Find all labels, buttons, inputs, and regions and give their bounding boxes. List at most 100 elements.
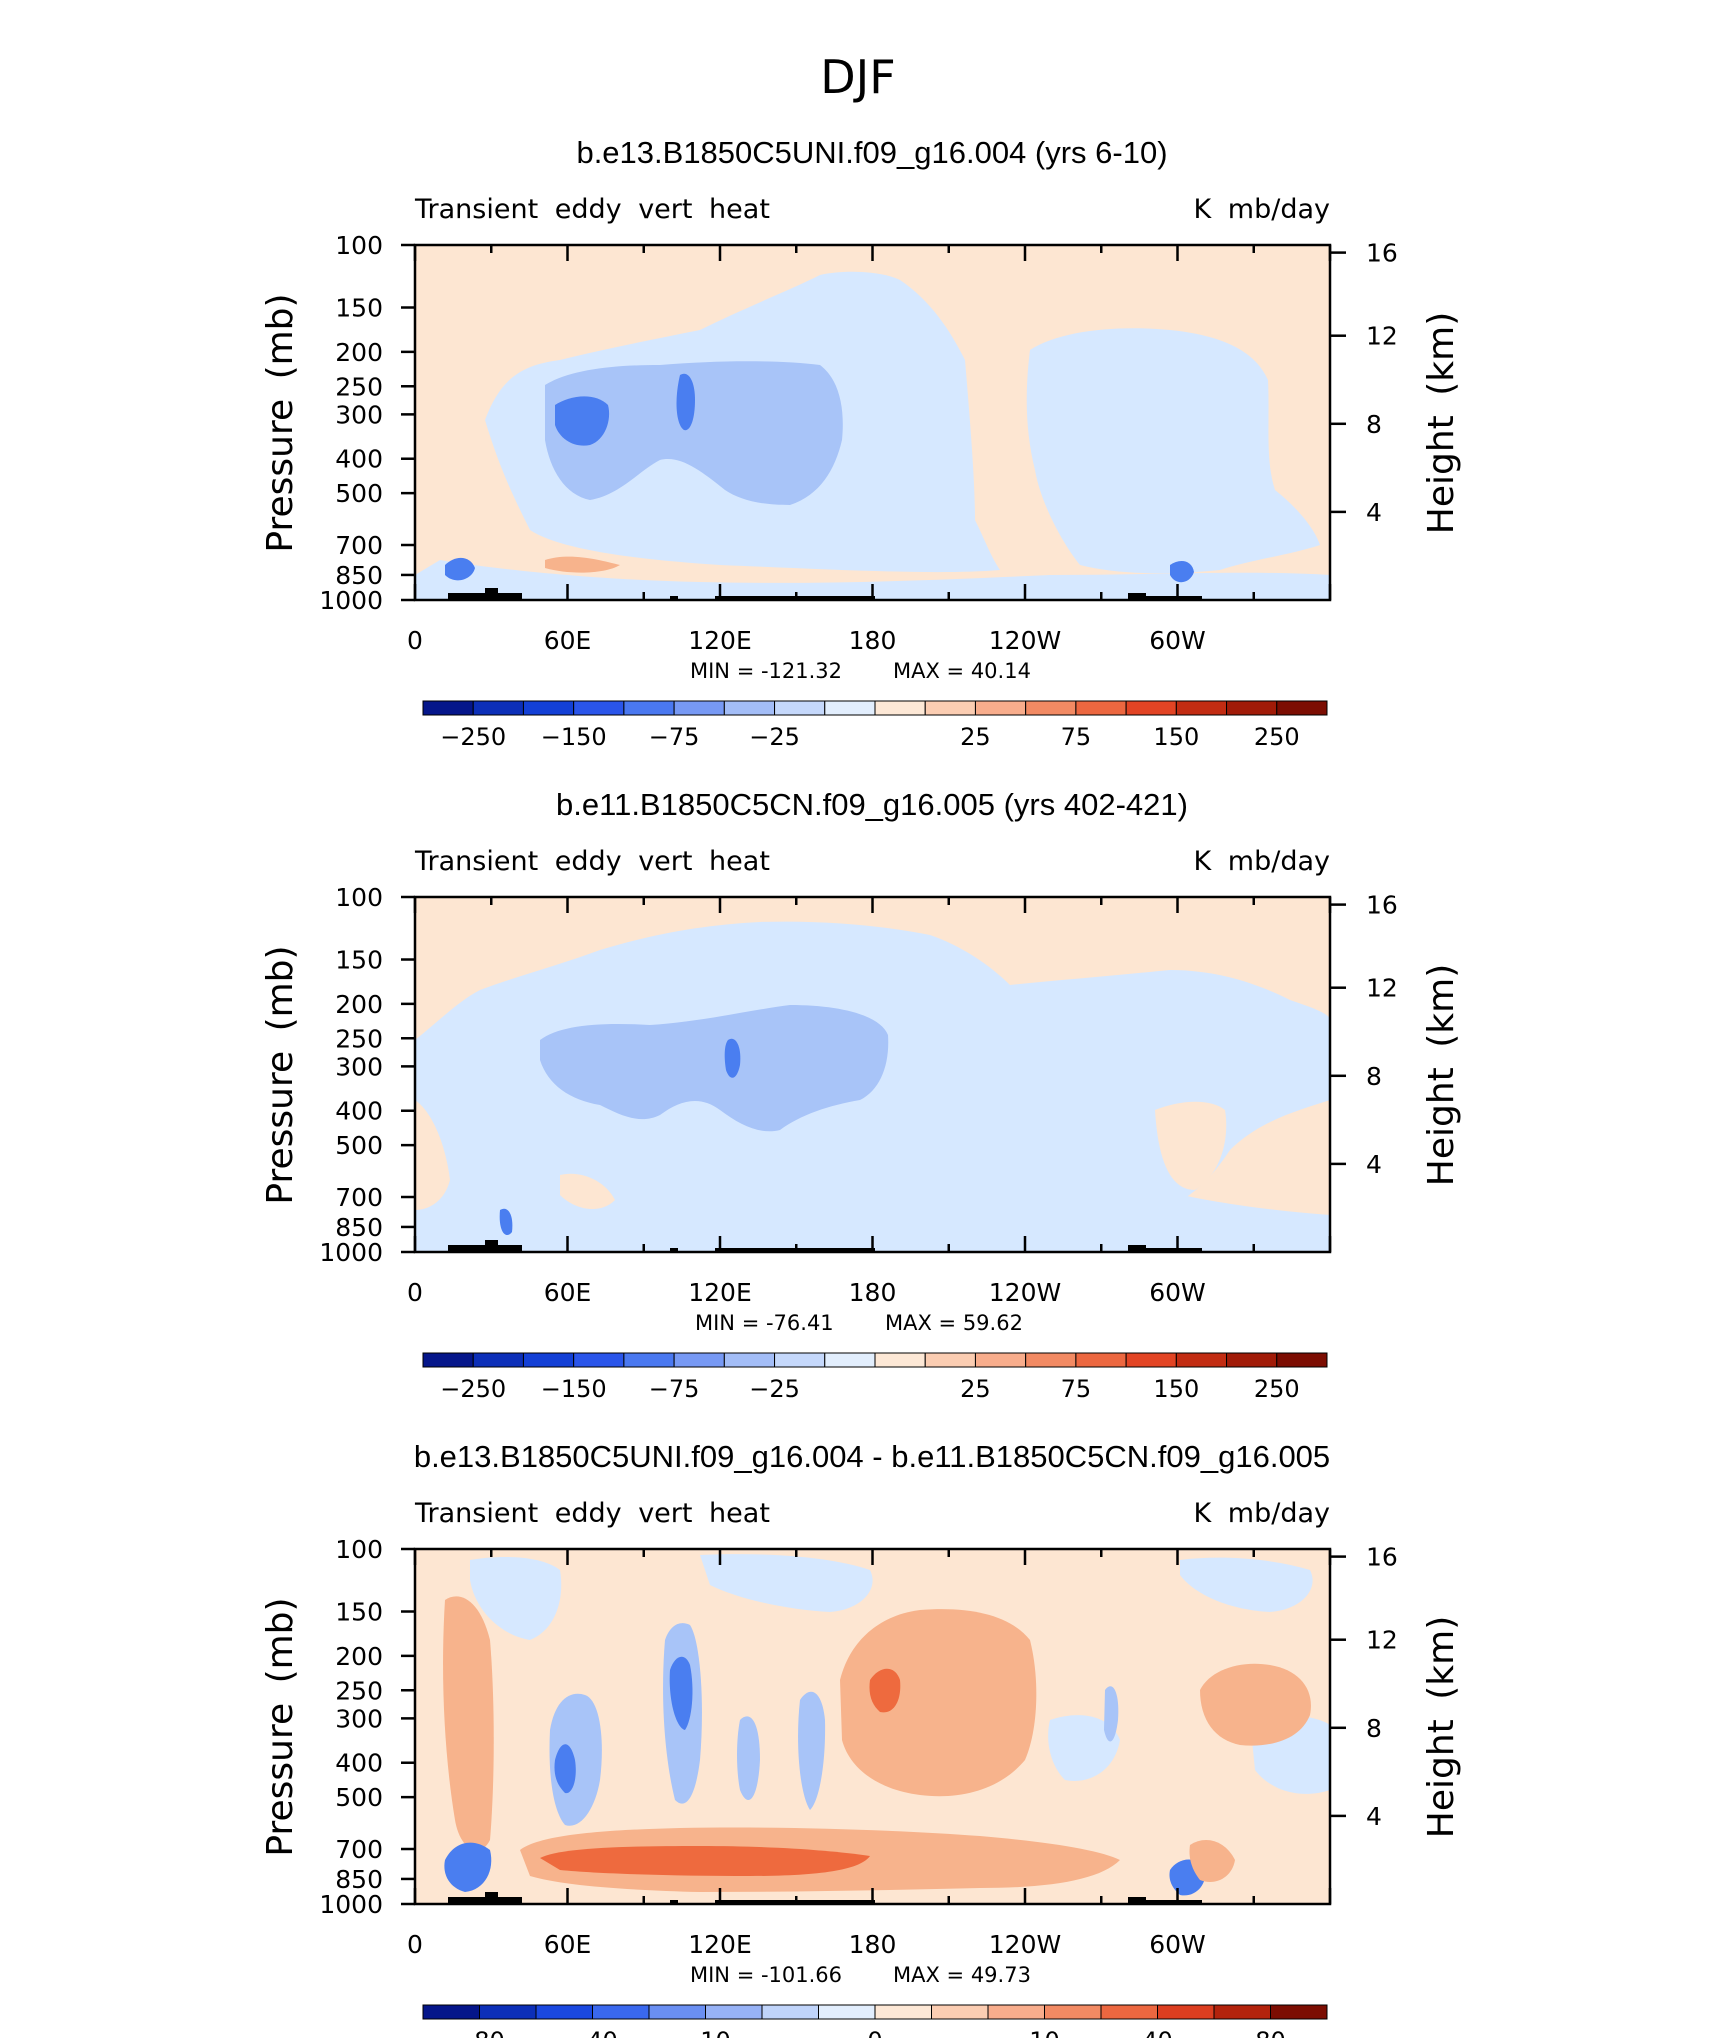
panel-2-colorbar-box [824,1352,876,1368]
panel-1-pressure-tick-label: 250 [335,372,383,401]
panel-2-colorbar-box [472,1352,524,1368]
panel-3-positive-mid-warm-cell [840,1609,1037,1797]
panel-1-negative-deep-cell-1 [555,396,610,446]
panel-2-pressure-tick-label: 1000 [319,1238,383,1267]
panel-3-lon-tick-label: 120E [688,1930,752,1959]
panel-2-positive-light-patch-2 [1155,1101,1227,1190]
panel-3-colorbar-label: −40 [567,2027,618,2038]
panel-3-colorbar-box [987,2004,1045,2020]
panel-1-pressure-tick-label: 1000 [319,586,383,615]
panel-2-colorbar-box [1125,1352,1177,1368]
panel-2-height-axis-label: Height (km) [1421,964,1462,1186]
panel-2-pressure-tick-label: 100 [335,883,383,912]
panel-2-colorbar-label: 25 [960,1375,991,1403]
panel-1-colorbar-box [522,700,575,716]
panel-1-pressure-tick-label: 500 [335,479,383,508]
panel-3-colorbar-box [818,2004,876,2020]
panel-1-colorbar-box [1075,700,1127,716]
panel-1-colorbar-label: −150 [541,723,607,751]
panel-1-height-axis-label: Height (km) [1421,312,1462,534]
panel-1-colorbar-box [1226,700,1278,716]
panel-2-pressure-tick-label: 300 [335,1052,383,1081]
panel-1-colorbar-box [1025,700,1077,716]
panel-2-max-label: MAX = 59.62 [885,1311,1023,1335]
panel-3-height-tick-label: 8 [1366,1714,1382,1743]
panel-1-height-tick-label: 16 [1366,239,1398,268]
panel-3-colorbar-label: 80 [1255,2027,1286,2038]
panel-3-negative-mid-cell-3 [798,1691,826,1810]
panel-1-positive-mid-strip [545,556,620,573]
panel-1-pressure-tick-label: 700 [335,531,383,560]
panel-3-colorbar-box [761,2004,819,2020]
panel-3-colorbar-box [1100,2004,1158,2020]
panel-3-title: b.e13.B1850C5UNI.f09_g16.004 - b.e11.B18… [414,1439,1330,1474]
panel-3-colorbar-box [422,2004,480,2020]
panel-2-negative-mid-region [540,1005,889,1132]
panel-3-colorbar-label: −80 [454,2027,505,2038]
panel-1-colorbar-label: −250 [440,723,506,751]
panel-3-negative-deep-cell-3 [444,1842,492,1892]
panel-1-lon-tick-label: 60E [544,626,592,655]
panel-2-colorbar-box [924,1352,976,1368]
panel-1-colorbar-label: 250 [1254,723,1300,751]
panel-2-negative-deep-cell-2 [499,1208,513,1236]
panel-3-pressure-tick-label: 200 [335,1642,383,1671]
panel-1-lon-tick-label: 0 [407,626,423,655]
panel-3-colorbar-label: 10 [1029,2027,1060,2038]
panel-1-units-label: K mb/day [1194,194,1331,225]
panel-3-colorbar-label: 40 [1142,2027,1173,2038]
panel-2-units-label: K mb/day [1194,846,1331,877]
panel-3-pressure-tick-label: 500 [335,1783,383,1812]
panel-3-negative-deep-cell-1 [669,1656,693,1730]
panel-3-lon-tick-label: 180 [849,1930,897,1959]
panel-1-colorbar-box [874,700,926,716]
panel-1-lon-tick-label: 120W [989,626,1061,655]
panel-1: b.e13.B1850C5UNI.f09_g16.004 (yrs 6-10) … [260,135,1462,751]
panel-3-positive-mid-east-cell [1200,1663,1311,1746]
panel-2-pressure-tick-label: 200 [335,990,383,1019]
panel-2-colorbar-label: 75 [1061,1375,1092,1403]
panel-3-pressure-tick-label: 300 [335,1704,383,1733]
panel-1-height-tick-label: 12 [1366,322,1398,351]
panel-1-lon-tick-label: 180 [849,626,897,655]
panel-2-positive-light-patch-1 [415,1100,450,1210]
panel-1-height-tick-label: 8 [1366,410,1382,439]
panel-3-positive-deep-lower-band [540,1846,870,1876]
panel-1-pressure-tick-label: 300 [335,400,383,429]
panel-1-colorbar-label: 75 [1061,723,1092,751]
panel-1-negative-mid-region [545,361,843,505]
panel-2-colorbar-box [673,1352,725,1368]
panel-1-pressure-tick-label: 850 [335,561,383,590]
panel-1-contour-field [415,245,1330,600]
panel-3-pressure-tick-label: 850 [335,1865,383,1894]
panel-1-max-label: MAX = 40.14 [893,659,1031,683]
panel-2-colorbar: −250 −150 −75 −25 25 75 150 250 [422,1352,1328,1403]
panel-2-ticks [401,895,1346,1254]
panel-2-height-tick-label: 4 [1366,1150,1382,1179]
panel-3-negative-light-patch-2 [700,1554,873,1612]
panel-1-colorbar-label: −25 [749,723,800,751]
panel-3-pressure-tick-label: 150 [335,1598,383,1627]
panel-3-positive-mid-strip-1 [443,1596,494,1851]
panel-1-colorbar-box [673,700,725,716]
panel-2-colorbar-label: 250 [1254,1375,1300,1403]
panel-3-min-label: MIN = -101.66 [690,1963,842,1987]
panel-1-colorbar-box [774,700,826,716]
panel-2-pressure-tick-label: 400 [335,1097,383,1126]
panel-2-colorbar-box [522,1352,575,1368]
panel-3: b.e13.B1850C5UNI.f09_g16.004 - b.e11.B18… [260,1439,1462,2038]
panel-3-colorbar-box [705,2004,763,2020]
panel-3-positive-mid-lower-east [1189,1840,1235,1882]
panel-3-colorbar-box [1213,2004,1271,2020]
panel-3-negative-light-patch-3 [1180,1557,1313,1612]
panel-2-colorbar-box [874,1352,926,1368]
panel-2-colorbar-box [723,1352,776,1368]
panel-3-contour-field [415,1549,1330,1904]
panel-2-colorbar-box [974,1352,1027,1368]
panel-3-pressure-axis-label: Pressure (mb) [260,1597,301,1856]
panel-3-colorbar-box [592,2004,650,2020]
panel-1-pressure-axis-label: Pressure (mb) [260,293,301,552]
